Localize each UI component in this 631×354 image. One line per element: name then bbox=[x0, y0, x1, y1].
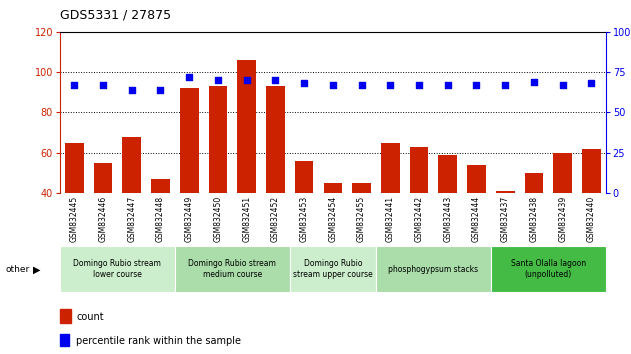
Text: GSM832449: GSM832449 bbox=[185, 195, 194, 242]
Bar bbox=[151, 179, 170, 273]
Point bbox=[69, 82, 80, 88]
Text: GDS5331 / 27875: GDS5331 / 27875 bbox=[60, 9, 171, 22]
Bar bbox=[60, 246, 175, 292]
Bar bbox=[553, 153, 572, 273]
Bar bbox=[175, 246, 290, 292]
Bar bbox=[491, 246, 606, 292]
Bar bbox=[93, 163, 112, 273]
Text: GSM832446: GSM832446 bbox=[98, 195, 107, 242]
Text: GSM832451: GSM832451 bbox=[242, 195, 251, 242]
Point bbox=[299, 81, 309, 86]
Bar bbox=[582, 149, 601, 273]
Bar bbox=[496, 191, 514, 273]
Text: GSM832437: GSM832437 bbox=[501, 195, 510, 242]
Text: GSM832450: GSM832450 bbox=[213, 195, 223, 242]
Bar bbox=[410, 147, 428, 273]
Text: GSM832447: GSM832447 bbox=[127, 195, 136, 242]
Bar bbox=[295, 161, 314, 273]
Text: ▶: ▶ bbox=[33, 265, 40, 275]
Text: Domingo Rubio stream
lower course: Domingo Rubio stream lower course bbox=[73, 259, 162, 279]
Bar bbox=[352, 183, 371, 273]
Text: GSM832438: GSM832438 bbox=[529, 195, 538, 242]
Bar bbox=[381, 143, 399, 273]
Text: GSM832453: GSM832453 bbox=[300, 195, 309, 242]
Point bbox=[414, 82, 424, 88]
Point bbox=[558, 82, 568, 88]
Text: GSM832442: GSM832442 bbox=[415, 195, 423, 242]
Point bbox=[242, 78, 252, 83]
Point bbox=[500, 82, 510, 88]
Point bbox=[357, 82, 367, 88]
Text: GSM832452: GSM832452 bbox=[271, 195, 280, 242]
Point bbox=[328, 82, 338, 88]
Bar bbox=[324, 183, 342, 273]
Bar bbox=[209, 86, 227, 273]
Point bbox=[529, 79, 539, 85]
Point bbox=[98, 82, 108, 88]
Bar bbox=[60, 309, 71, 323]
Bar bbox=[524, 173, 543, 273]
Point bbox=[155, 87, 165, 93]
Text: GSM832455: GSM832455 bbox=[357, 195, 366, 242]
Bar bbox=[376, 246, 491, 292]
Text: percentile rank within the sample: percentile rank within the sample bbox=[76, 336, 241, 346]
Point bbox=[270, 78, 280, 83]
Text: phosphogypsum stacks: phosphogypsum stacks bbox=[388, 264, 478, 274]
Bar bbox=[439, 155, 457, 273]
Bar bbox=[65, 143, 84, 273]
Point bbox=[586, 81, 596, 86]
Bar bbox=[122, 137, 141, 273]
Text: other: other bbox=[5, 265, 29, 274]
Bar bbox=[237, 60, 256, 273]
Text: Domingo Rubio stream
medium course: Domingo Rubio stream medium course bbox=[189, 259, 276, 279]
Point bbox=[386, 82, 396, 88]
Point bbox=[443, 82, 453, 88]
Text: GSM832439: GSM832439 bbox=[558, 195, 567, 242]
Text: count: count bbox=[76, 312, 104, 322]
Bar bbox=[467, 165, 486, 273]
Text: Domingo Rubio
stream upper course: Domingo Rubio stream upper course bbox=[293, 259, 373, 279]
Bar bbox=[180, 88, 199, 273]
Text: GSM832445: GSM832445 bbox=[70, 195, 79, 242]
Point bbox=[184, 74, 194, 80]
Text: GSM832454: GSM832454 bbox=[328, 195, 338, 242]
Text: GSM832441: GSM832441 bbox=[386, 195, 395, 242]
Text: GSM832443: GSM832443 bbox=[443, 195, 452, 242]
Bar bbox=[290, 246, 376, 292]
Bar bbox=[60, 334, 69, 346]
Text: GSM832440: GSM832440 bbox=[587, 195, 596, 242]
Point bbox=[127, 87, 137, 93]
Point bbox=[213, 78, 223, 83]
Text: GSM832448: GSM832448 bbox=[156, 195, 165, 242]
Text: Santa Olalla lagoon
(unpolluted): Santa Olalla lagoon (unpolluted) bbox=[510, 259, 586, 279]
Text: GSM832444: GSM832444 bbox=[472, 195, 481, 242]
Bar bbox=[266, 86, 285, 273]
Point bbox=[471, 82, 481, 88]
